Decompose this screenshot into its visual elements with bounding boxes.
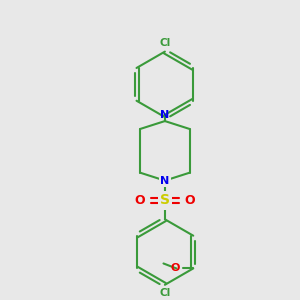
Text: N: N xyxy=(160,176,170,186)
Text: S: S xyxy=(160,194,170,208)
Text: O: O xyxy=(134,194,145,207)
Text: Cl: Cl xyxy=(159,38,170,48)
Text: N: N xyxy=(160,110,170,120)
Text: O: O xyxy=(171,263,180,273)
Text: Cl: Cl xyxy=(159,288,170,298)
Text: O: O xyxy=(185,194,195,207)
